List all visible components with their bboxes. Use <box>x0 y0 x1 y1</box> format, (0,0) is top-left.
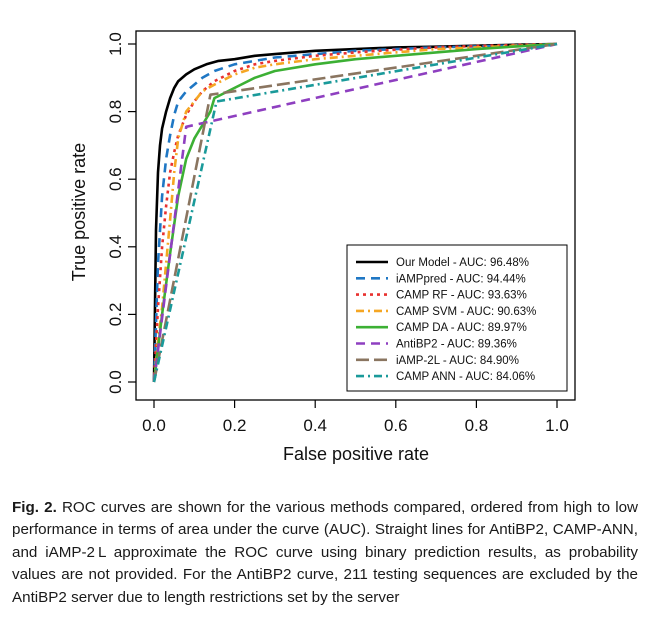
legend-label-7: iAMP-2L - AUC: 84.90% <box>396 355 519 367</box>
y-axis-title: True positive rate <box>69 143 89 281</box>
series-line-1 <box>152 42 558 383</box>
y-tick-label: 0.2 <box>106 303 125 327</box>
x-tick-label: 0.8 <box>465 416 489 435</box>
y-tick-label: 0.4 <box>106 235 125 259</box>
x-tick-label: 0.6 <box>384 416 408 435</box>
roc-chart: 0.0 0.2 0.4 0.6 0.8 1.0 0.0 0.2 0.4 0.6 0.8 1.0 Fa… <box>69 30 576 464</box>
legend-box <box>346 244 568 392</box>
figure-label: Fig. 2. <box>12 499 57 516</box>
y-tick-label: 1.0 <box>106 32 125 56</box>
y-tick-label: 0.8 <box>106 100 125 124</box>
legend: Our Model - AUC: 96.48% iAMPpred - AUC: 9… <box>346 244 568 392</box>
caption-text: ROC curves are shown for the various met… <box>12 499 638 606</box>
legend-label-5: CAMP DA - AUC: 89.97% <box>396 322 527 334</box>
series-line-7 <box>152 42 558 383</box>
legend-label-2: iAMPpred - AUC: 94.44% <box>396 273 526 285</box>
y-axis: 0.0 0.2 0.4 0.6 0.8 1.0 <box>106 32 136 394</box>
x-tick-label: 0.2 <box>223 416 247 435</box>
series-line-8 <box>152 42 558 383</box>
legend-label-6: AntiBP2 - AUC: 89.36% <box>396 339 517 351</box>
y-tick-label: 0.0 <box>106 370 125 394</box>
legend-label-8: CAMP ANN - AUC: 84.06% <box>396 371 535 383</box>
x-tick-label: 1.0 <box>545 416 569 435</box>
curves-layer <box>152 42 558 383</box>
y-tick-label: 0.6 <box>106 167 125 191</box>
series-line-3 <box>152 42 558 383</box>
legend-label-4: CAMP SVM - AUC: 90.63% <box>396 306 536 318</box>
x-tick-label: 0.4 <box>303 416 327 435</box>
legend-label-3: CAMP RF - AUC: 93.63% <box>396 290 527 302</box>
legend-label-1: Our Model - AUC: 96.48% <box>396 257 529 269</box>
series-line-6 <box>152 42 558 383</box>
plot-frame <box>135 30 576 401</box>
figure-caption: Fig. 2. ROC curves are shown for the var… <box>12 497 638 609</box>
x-axis: 0.0 0.2 0.4 0.6 0.8 1.0 <box>142 400 569 435</box>
x-tick-label: 0.0 <box>142 416 166 435</box>
x-axis-title: False positive rate <box>283 444 429 464</box>
